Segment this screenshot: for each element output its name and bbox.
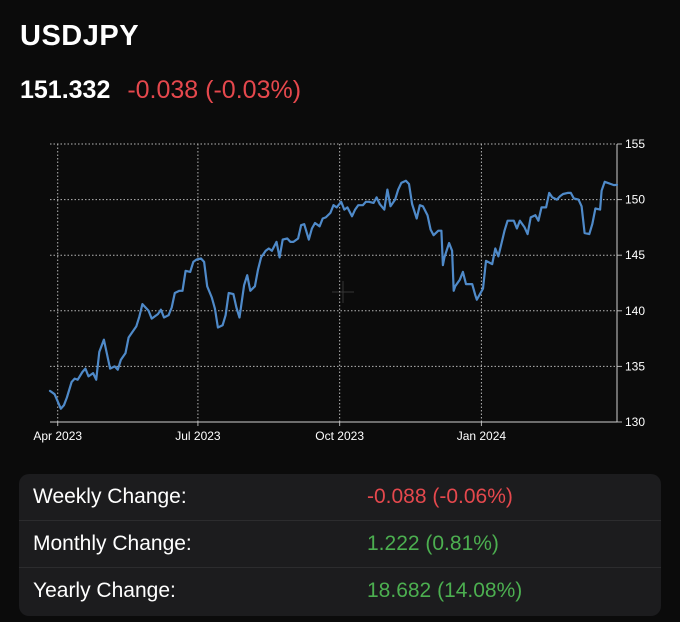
- y-gridlines: [50, 143, 617, 423]
- x-tick-labels: Apr 2023 Jul 2023 Oct 2023 Jan 2024: [33, 429, 506, 443]
- stat-label: Monthly Change:: [33, 532, 192, 555]
- stat-value: 1.222 (0.81%): [367, 532, 499, 555]
- y-tick-label: 135: [625, 359, 645, 373]
- stat-row-weekly: Weekly Change: -0.088 (-0.06%): [19, 474, 661, 521]
- y-tick-label: 140: [625, 304, 645, 318]
- stat-label: Yearly Change:: [33, 579, 176, 602]
- stat-row-monthly: Monthly Change: 1.222 (0.81%): [19, 521, 661, 568]
- y-tick-labels: 130 135 140 145 150 155: [625, 137, 645, 429]
- stat-label: Weekly Change:: [33, 485, 187, 508]
- y-tick-label: 150: [625, 193, 645, 207]
- crosshair-icon: [332, 281, 354, 303]
- price-chart[interactable]: 130 135 140 145 150 155 Apr 2023 Jul 2023 Oct 2…: [0, 128, 680, 458]
- current-price: 151.332: [20, 76, 111, 104]
- quote-line: 151.332 -0.038 (-0.03%): [20, 76, 301, 105]
- stat-value: -0.088 (-0.06%): [367, 485, 513, 508]
- symbol-title: USDJPY: [20, 20, 140, 52]
- y-tick-label: 155: [625, 137, 645, 151]
- x-tick-label: Jul 2023: [175, 429, 221, 443]
- y-tick-label: 145: [625, 248, 645, 262]
- stat-row-yearly: Yearly Change: 18.682 (14.08%): [19, 568, 661, 614]
- x-tick-label: Jan 2024: [457, 429, 507, 443]
- daily-change: -0.038 (-0.03%): [127, 76, 302, 104]
- change-stats-panel: Weekly Change: -0.088 (-0.06%) Monthly C…: [19, 474, 661, 616]
- stat-value: 18.682 (14.08%): [367, 579, 523, 602]
- x-gridlines: [57, 144, 482, 422]
- usdjpy-price-line: [48, 179, 619, 410]
- chart-axes: [50, 143, 622, 426]
- x-tick-label: Apr 2023: [33, 429, 82, 443]
- x-tick-label: Oct 2023: [315, 429, 364, 443]
- y-tick-label: 130: [625, 415, 645, 429]
